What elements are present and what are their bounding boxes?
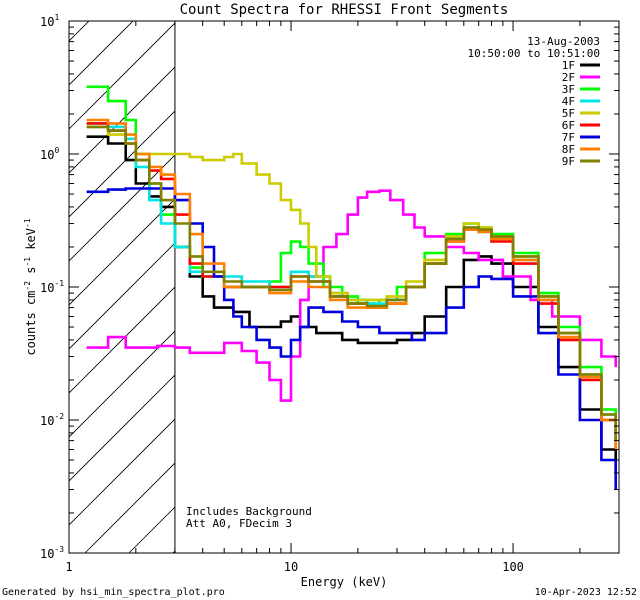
y-tick-label: 10-3	[40, 545, 64, 561]
y-axis-label: counts cm-2 s-1 keV-1	[23, 218, 38, 355]
x-tick-label: 1	[65, 560, 72, 574]
legend-label-3F: 3F	[562, 83, 575, 96]
hatch-line	[613, 0, 640, 553]
hatch-line	[69, 330, 175, 438]
series-line-7F	[86, 187, 617, 490]
series-line-9F	[86, 125, 617, 441]
y-tick-exponent: -1	[54, 279, 64, 288]
hatch-line	[69, 242, 175, 350]
y-label-main: counts cm	[24, 291, 38, 356]
annotation-attenuator: Att A0, FDecim 3	[186, 517, 292, 530]
y-tick-base: 10	[40, 148, 54, 162]
y-tick-exponent: -3	[54, 545, 64, 554]
y-label-mid: s	[24, 267, 38, 281]
y-label-sup3: -1	[23, 218, 32, 228]
footer-generator: Generated by hsi_min_spectra_plot.pro	[2, 587, 225, 598]
legend-time-range: 10:50:00 to 10:51:00	[468, 47, 600, 60]
legend-label-6F: 6F	[562, 119, 575, 132]
y-label-sup2: -1	[23, 257, 32, 267]
hatch-line	[69, 66, 175, 174]
hatch-line	[69, 21, 90, 42]
series-layer	[86, 85, 617, 490]
hatch-line	[525, 0, 640, 553]
annotation-background: Includes Background	[186, 505, 312, 518]
legend-label-7F: 7F	[562, 131, 575, 144]
footer-timestamp: 10-Apr-2023 12:52	[535, 587, 637, 598]
series-line-8F	[86, 118, 617, 450]
legend-label-5F: 5F	[562, 107, 575, 120]
x-tick-label: 100	[502, 560, 524, 574]
hatch-line	[69, 22, 175, 130]
series-line-2F	[86, 189, 617, 402]
y-tick-label: 100	[40, 146, 59, 162]
hatch-line	[69, 418, 175, 526]
legend-label-1F: 1F	[562, 59, 575, 72]
y-tick-label: 10-1	[40, 279, 64, 295]
y-tick-base: 10	[40, 15, 54, 29]
y-tick-exponent: -2	[54, 412, 64, 421]
legend-label-4F: 4F	[562, 95, 575, 108]
hatch-line	[569, 0, 640, 553]
x-tick-labels: 1 10 100	[65, 560, 524, 574]
hatched-excluded-region	[69, 0, 640, 553]
hatch-line	[349, 0, 640, 553]
y-tick-base: 10	[40, 414, 54, 428]
y-tick-base: 10	[40, 547, 54, 561]
y-label-tail: keV	[24, 228, 38, 257]
y-tick-exponent: 1	[54, 13, 59, 22]
hatch-line	[84, 462, 175, 553]
y-tick-label: 101	[40, 13, 59, 29]
chart-title: Count Spectra for RHESSI Front Segments	[180, 2, 509, 18]
y-tick-base: 10	[40, 281, 54, 295]
hatch-line	[305, 0, 640, 553]
hatch-line	[69, 198, 175, 306]
hatch-line	[69, 110, 175, 218]
x-tick-label: 10	[284, 560, 298, 574]
legend-date: 13-Aug-2003	[527, 35, 600, 48]
axis-ticks	[68, 20, 620, 554]
legend-label-9F: 9F	[562, 155, 575, 168]
hatch-line	[69, 374, 175, 482]
legend-label-8F: 8F	[562, 143, 575, 156]
x-axis-label: Energy (keV)	[301, 575, 388, 589]
legend-label-2F: 2F	[562, 71, 575, 84]
series-line-4F	[86, 122, 617, 441]
y-tick-label: 10-2	[40, 412, 64, 428]
y-label-sup1: -2	[23, 281, 32, 291]
y-tick-exponent: 0	[54, 146, 59, 155]
